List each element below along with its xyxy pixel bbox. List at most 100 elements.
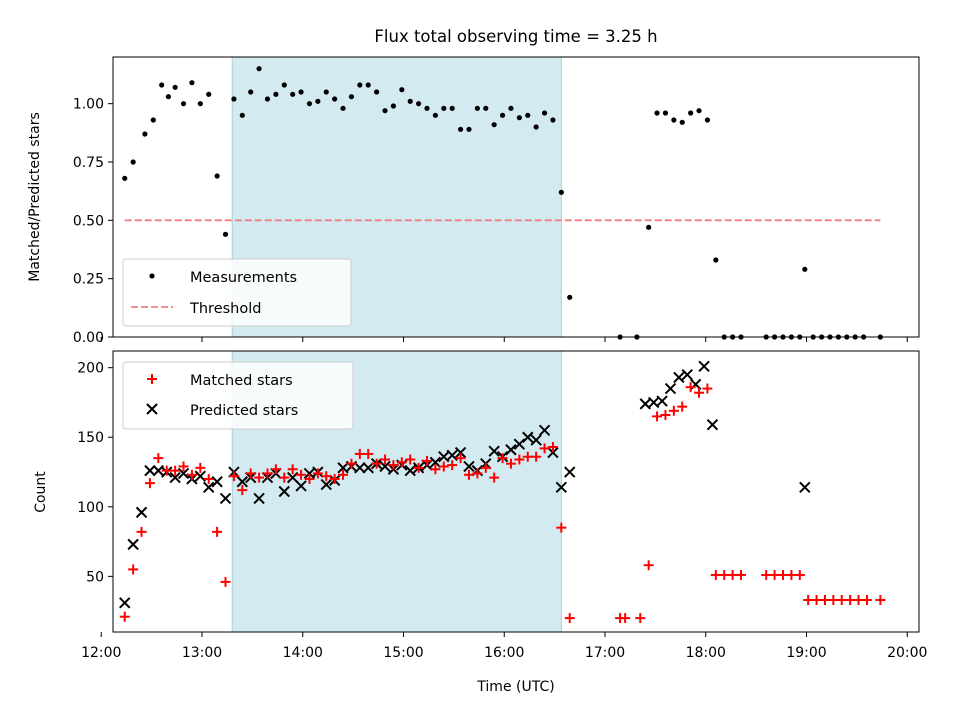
measurement-point: [704, 117, 711, 123]
measurement-point: [646, 224, 652, 230]
measurement-point: [222, 231, 229, 237]
bottom-y-ticks: 50 100 150 200: [77, 361, 113, 585]
x-tick-label: 18:00: [686, 645, 726, 661]
measurement-point: [365, 82, 371, 88]
matched-point: [719, 569, 730, 580]
matched-point: [635, 613, 646, 624]
measurement-point: [466, 126, 472, 132]
predicted-point: [446, 449, 458, 462]
matched-point: [811, 595, 822, 606]
predicted-point: [664, 382, 677, 395]
measurement-point: [374, 89, 380, 95]
predicted-point: [454, 446, 467, 459]
measurement-point: [713, 257, 719, 263]
top-y-tick-label: 0.00: [73, 330, 104, 346]
bottom-y-axis-label: Count: [33, 471, 49, 513]
predicted-point: [362, 462, 374, 474]
matched-point: [694, 387, 705, 398]
matched-point: [422, 455, 433, 466]
matched-point: [819, 595, 830, 606]
predicted-point: [673, 371, 685, 384]
matched-point: [761, 569, 772, 580]
predicted-point: [320, 478, 332, 491]
matched-point: [161, 465, 172, 476]
predicted-point: [404, 464, 416, 477]
measurement-point: [348, 94, 355, 100]
bottom-y-tick-label: 150: [77, 430, 104, 446]
matched-point: [463, 469, 474, 480]
matched-point: [522, 451, 533, 462]
predicted-point: [429, 456, 442, 468]
predicted-point: [127, 538, 139, 551]
top-y-tick-label: 0.25: [73, 272, 104, 288]
measurement-point: [688, 110, 694, 116]
measurement-point: [239, 112, 245, 118]
predicted-point: [555, 481, 568, 494]
measurement-point: [122, 175, 128, 181]
matched-point: [794, 569, 805, 580]
measurement-point: [671, 117, 677, 123]
matched-point: [346, 458, 357, 469]
measurement-point: [214, 173, 220, 179]
legend-matched-label: Matched stars: [190, 373, 293, 389]
measurement-point: [165, 94, 172, 100]
measurement-point: [231, 96, 237, 102]
matched-point: [803, 595, 814, 606]
bottom-y-tick-label: 100: [77, 500, 104, 516]
matched-point: [727, 569, 738, 580]
bottom-y-tick-label: 200: [77, 361, 104, 377]
matched-point: [380, 454, 391, 465]
measurement-point: [189, 80, 195, 86]
matched-point: [845, 595, 856, 606]
matched-point: [769, 569, 780, 580]
predicted-point: [522, 431, 534, 443]
matched-point: [304, 473, 315, 484]
top-y-ticks: 0.00 0.25 0.50 0.75 1.00: [73, 97, 113, 346]
predicted-point: [538, 424, 551, 436]
matched-point: [828, 595, 839, 606]
matched-point: [195, 462, 206, 473]
predicted-point: [656, 395, 668, 407]
measurement-point: [474, 105, 480, 111]
matched-point: [620, 613, 631, 624]
bottom-plot-frame: [112, 350, 920, 633]
matched-point: [413, 462, 424, 473]
measurement-point: [399, 87, 405, 93]
measurement-point: [315, 98, 321, 104]
measurement-point: [483, 105, 489, 111]
x-tick-label: 19:00: [786, 645, 826, 661]
top-legend-box: [122, 258, 352, 327]
matched-point: [262, 468, 273, 479]
measurement-point: [662, 110, 669, 116]
matched-point: [514, 454, 525, 465]
measurement-point: [679, 119, 685, 125]
measurement-point: [298, 89, 304, 95]
measurement-point: [407, 98, 413, 104]
predicted-point: [530, 434, 542, 446]
measurement-point: [508, 105, 514, 111]
legend-predicted-label: Predicted stars: [190, 403, 298, 419]
matched-point: [861, 595, 872, 606]
matched-point: [547, 441, 558, 452]
measurement-point: [142, 131, 148, 137]
measurement-point: [206, 91, 212, 97]
matched-point: [668, 405, 679, 416]
predicted-point: [547, 446, 559, 459]
predicted-point: [513, 438, 526, 450]
matched-point: [497, 453, 508, 464]
measurement-point: [424, 105, 430, 111]
matched-point: [329, 473, 340, 484]
top-legend: Measurements Threshold: [122, 258, 352, 327]
measurement-point: [802, 266, 808, 272]
matched-point: [254, 472, 265, 483]
predicted-point: [236, 476, 249, 488]
matched-point: [405, 454, 416, 465]
matched-point: [430, 464, 441, 475]
legend-measurements-marker: [149, 273, 155, 279]
measurement-point: [654, 110, 660, 116]
measurement-point: [525, 112, 531, 118]
matched-point: [685, 382, 696, 393]
matched-point: [556, 522, 567, 533]
measurement-point: [432, 112, 438, 118]
legend-threshold-label: Threshold: [189, 301, 261, 317]
